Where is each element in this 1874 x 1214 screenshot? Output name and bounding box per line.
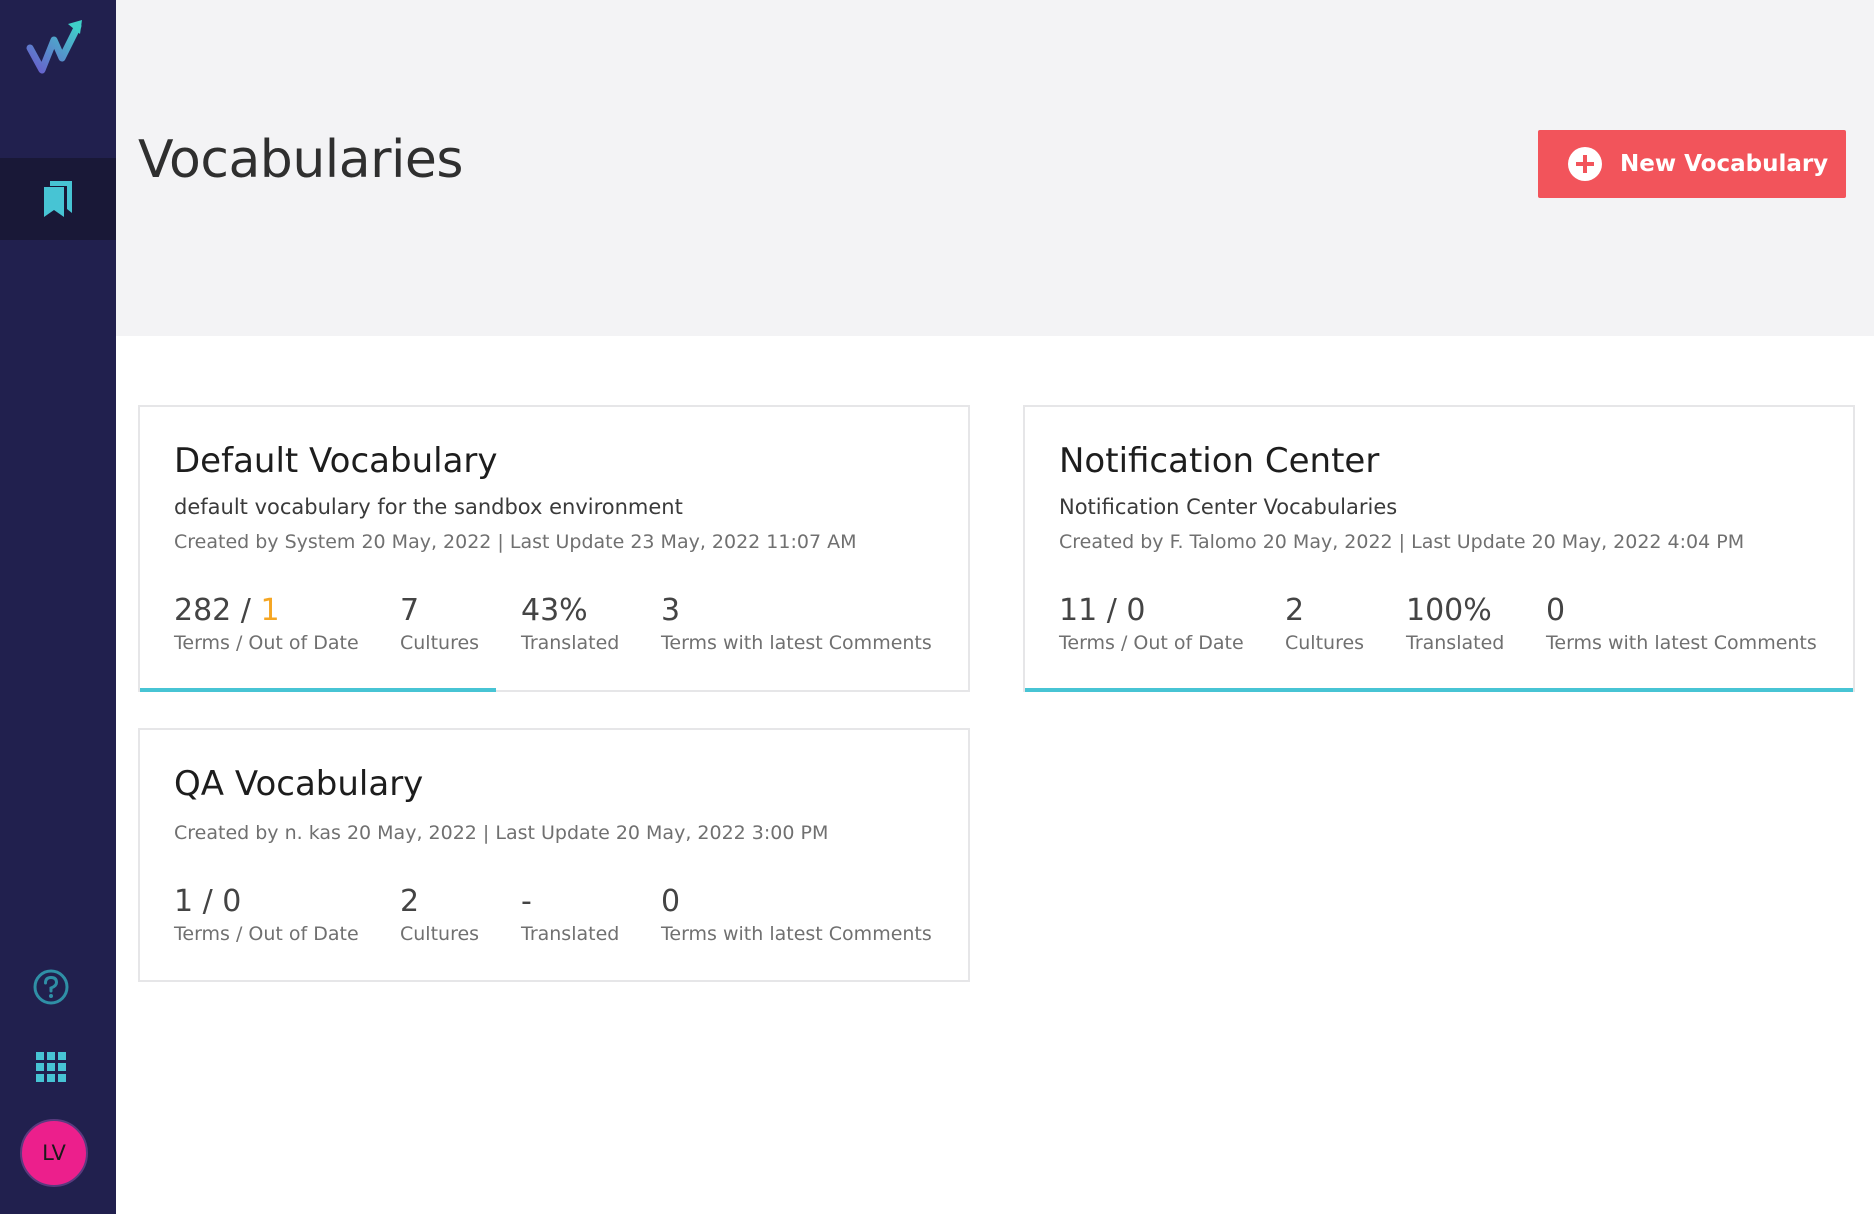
translation-progress-bar xyxy=(140,688,497,692)
vocabulary-description: default vocabulary for the sandbox envir… xyxy=(174,495,683,519)
plus-circle-icon xyxy=(1568,147,1602,181)
vocabulary-meta: Created by System 20 May, 2022 | Last Up… xyxy=(174,531,857,553)
cultures-count: 2 xyxy=(400,884,420,919)
cultures-label: Cultures xyxy=(400,632,480,654)
cultures-label: Cultures xyxy=(1285,632,1365,654)
cultures-count: 7 xyxy=(400,593,420,628)
vocabulary-name: Notification Center xyxy=(1059,441,1380,481)
terms-label: Terms / Out of Date xyxy=(174,632,359,654)
vocabulary-card-default[interactable]: Default Vocabulary default vocabulary fo… xyxy=(138,405,970,692)
sidebar: LV xyxy=(0,0,116,1214)
vocabulary-name: QA Vocabulary xyxy=(174,764,424,804)
translation-progress-bar xyxy=(1025,688,1853,692)
apps-grid-icon[interactable] xyxy=(30,1046,72,1088)
comments-count: 3 xyxy=(661,593,681,628)
translated-percent: 100% xyxy=(1406,593,1492,628)
translated-label: Translated xyxy=(521,632,620,654)
comments-label: Terms with latest Comments xyxy=(661,923,932,945)
comments-count: 0 xyxy=(1546,593,1566,628)
vocabulary-card-notification-center[interactable]: Notification Center Notification Center … xyxy=(1023,405,1855,692)
stat-translated: 100% Translated xyxy=(1406,593,1504,654)
stat-terms: 282 / 1 Terms / Out of Date xyxy=(174,593,359,654)
page-header: Vocabularies New Vocabulary xyxy=(116,0,1874,336)
stat-translated: - Translated xyxy=(521,884,619,945)
out-of-date-count: 1 xyxy=(260,593,280,628)
app-logo[interactable] xyxy=(24,18,88,78)
stat-cultures: 7 Cultures xyxy=(400,593,479,654)
stat-comments: 0 Terms with latest Comments xyxy=(1546,593,1817,654)
stat-comments: 3 Terms with latest Comments xyxy=(661,593,932,654)
new-vocabulary-button[interactable]: New Vocabulary xyxy=(1538,130,1846,198)
stat-cultures: 2 Cultures xyxy=(1285,593,1364,654)
vocabulary-description: Notification Center Vocabularies xyxy=(1059,495,1398,519)
avatar[interactable]: LV xyxy=(20,1119,88,1187)
translated-percent: - xyxy=(521,884,532,919)
help-icon[interactable] xyxy=(30,966,72,1008)
new-vocabulary-label: New Vocabulary xyxy=(1620,151,1829,177)
vocabulary-meta: Created by n. kas 20 May, 2022 | Last Up… xyxy=(174,822,829,844)
terms-count: 282 / xyxy=(174,593,261,628)
stat-comments: 0 Terms with latest Comments xyxy=(661,884,932,945)
terms-count: 1 / 0 xyxy=(174,884,242,919)
translated-label: Translated xyxy=(521,923,620,945)
vocabulary-meta: Created by F. Talomo 20 May, 2022 | Last… xyxy=(1059,531,1745,553)
stat-cultures: 2 Cultures xyxy=(400,884,479,945)
comments-label: Terms with latest Comments xyxy=(661,632,932,654)
translated-label: Translated xyxy=(1406,632,1505,654)
vocabulary-card-qa[interactable]: QA Vocabulary Created by n. kas 20 May, … xyxy=(138,728,970,982)
terms-label: Terms / Out of Date xyxy=(1059,632,1244,654)
bookmarks-icon xyxy=(44,181,72,217)
comments-count: 0 xyxy=(661,884,681,919)
page-title: Vocabularies xyxy=(138,130,464,190)
vocabulary-name: Default Vocabulary xyxy=(174,441,498,481)
stat-translated: 43% Translated xyxy=(521,593,619,654)
stat-terms: 11 / 0 Terms / Out of Date xyxy=(1059,593,1244,654)
comments-label: Terms with latest Comments xyxy=(1546,632,1817,654)
cultures-label: Cultures xyxy=(400,923,480,945)
translated-percent: 43% xyxy=(521,593,588,628)
cultures-count: 2 xyxy=(1285,593,1305,628)
stat-terms: 1 / 0 Terms / Out of Date xyxy=(174,884,359,945)
terms-label: Terms / Out of Date xyxy=(174,923,359,945)
nav-item-vocabularies[interactable] xyxy=(0,158,116,240)
terms-count: 11 / 0 xyxy=(1059,593,1146,628)
